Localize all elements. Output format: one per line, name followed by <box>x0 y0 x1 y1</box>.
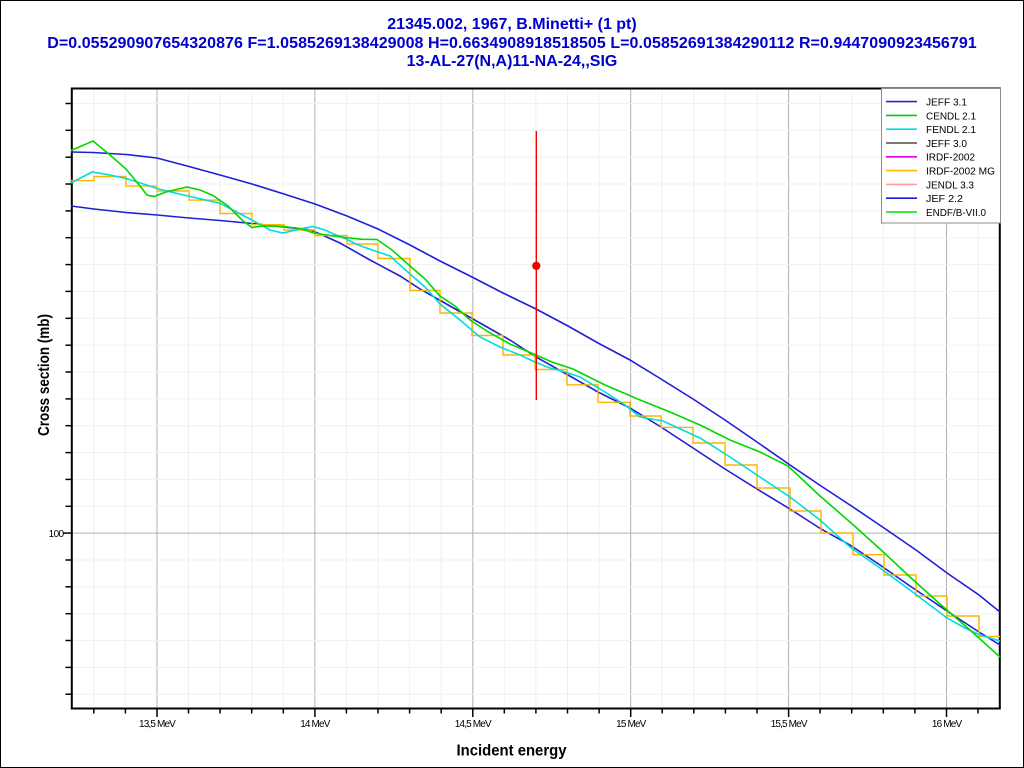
svg-text:CENDL 2.1: CENDL 2.1 <box>926 111 976 122</box>
svg-text:IRDF-2002: IRDF-2002 <box>926 153 975 164</box>
svg-text:FENDL 2.1: FENDL 2.1 <box>926 125 976 136</box>
svg-text:Cross section (mb): Cross section (mb) <box>36 314 53 436</box>
svg-text:13,5 MeV: 13,5 MeV <box>139 719 176 730</box>
svg-text:ENDF/B-VII.0: ENDF/B-VII.0 <box>926 208 986 219</box>
svg-text:16 MeV: 16 MeV <box>932 719 963 730</box>
svg-text:JEFF 3.0: JEFF 3.0 <box>926 139 967 150</box>
svg-text:JEF 2.2: JEF 2.2 <box>926 194 963 205</box>
svg-text:100: 100 <box>49 529 65 540</box>
svg-text:Incident energy: Incident energy <box>457 743 567 760</box>
svg-text:14,5 MeV: 14,5 MeV <box>455 719 492 730</box>
svg-text:15 MeV: 15 MeV <box>616 719 647 730</box>
svg-text:JEFF 3.1: JEFF 3.1 <box>926 98 967 109</box>
svg-text:14 MeV: 14 MeV <box>300 719 331 730</box>
svg-text:IRDF-2002 MG: IRDF-2002 MG <box>926 167 995 178</box>
svg-text:JENDL 3.3: JENDL 3.3 <box>926 180 974 191</box>
svg-text:15,5 MeV: 15,5 MeV <box>771 719 808 730</box>
